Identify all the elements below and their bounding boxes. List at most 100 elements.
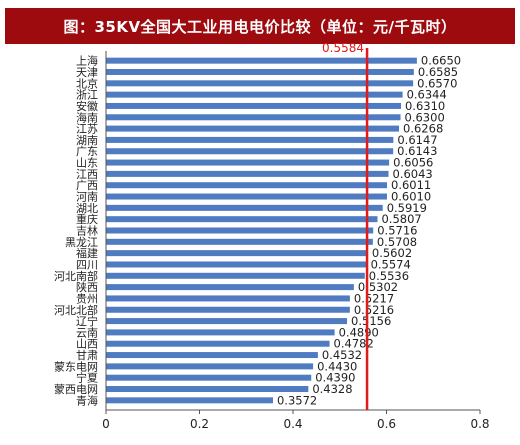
bar — [106, 227, 374, 234]
category-label: 重庆 — [76, 212, 98, 226]
category-label: 福建 — [76, 246, 98, 260]
bar — [106, 352, 318, 359]
value-label: 0.6650 — [421, 54, 461, 68]
value-label: 0.6570 — [417, 76, 457, 90]
bar — [106, 261, 367, 268]
category-label: 蒙西电网 — [54, 383, 98, 396]
bar — [106, 295, 350, 302]
category-label: 广西 — [76, 179, 98, 192]
bar — [106, 238, 373, 245]
bar — [106, 68, 414, 75]
category-label: 甘肃 — [76, 349, 98, 362]
value-label: 0.5919 — [387, 201, 427, 215]
value-label: 0.6268 — [403, 122, 443, 136]
bar — [106, 80, 414, 87]
value-label: 0.6056 — [393, 156, 433, 170]
category-label: 广东 — [76, 145, 98, 158]
category-label: 河北北部 — [54, 303, 98, 317]
value-label: 0.5708 — [377, 235, 417, 249]
value-label: 0.5807 — [381, 212, 421, 226]
category-label: 海南 — [76, 110, 98, 124]
bar — [106, 250, 368, 257]
value-label: 0.6147 — [397, 133, 437, 147]
bar — [106, 284, 354, 291]
value-label: 0.6585 — [418, 65, 458, 79]
bar — [106, 272, 365, 279]
value-label: 0.5156 — [351, 314, 391, 328]
category-label: 上海 — [76, 54, 98, 68]
value-label: 0.6010 — [391, 190, 431, 204]
value-label: 0.6300 — [405, 110, 445, 124]
category-label: 浙江 — [76, 89, 98, 102]
x-tick-label: 0 — [102, 417, 110, 431]
x-tick-label: 0.2 — [190, 417, 209, 431]
bar — [106, 182, 388, 189]
bar — [106, 148, 394, 155]
bar — [106, 102, 401, 109]
chart-title: 图：35KV全国大工业用电电价比较（单位：元/千瓦时） — [5, 8, 515, 44]
value-label: 0.4390 — [315, 371, 355, 385]
category-label: 江西 — [76, 168, 98, 181]
value-label: 0.4532 — [322, 348, 362, 362]
category-label: 天津 — [76, 66, 98, 79]
value-label: 0.4430 — [317, 359, 357, 373]
x-tick-label: 0.4 — [283, 417, 302, 431]
category-label: 山西 — [76, 338, 98, 351]
category-label: 安徽 — [76, 99, 98, 113]
value-label: 0.4328 — [312, 382, 352, 396]
value-label: 0.6310 — [405, 99, 445, 113]
category-label: 蒙东电网 — [54, 360, 98, 373]
bar — [106, 57, 417, 64]
plot-area: 上海 0.6650 天津 0.6585 北京 0.6570 浙江 0.6344 安徽 0.6310… — [54, 41, 490, 431]
bar — [106, 193, 387, 200]
x-tick-label: 0.8 — [470, 417, 489, 431]
value-label: 0.6043 — [393, 167, 433, 181]
bar — [106, 397, 273, 404]
value-label: 0.5217 — [354, 291, 394, 305]
category-label: 北京 — [76, 76, 98, 90]
bar — [106, 363, 314, 370]
bar — [106, 216, 378, 223]
bar — [106, 340, 330, 347]
category-label: 云南 — [76, 326, 98, 339]
bar — [106, 204, 383, 211]
value-label: 0.6143 — [397, 144, 437, 158]
category-label: 宁夏 — [76, 371, 98, 385]
category-label: 黑龙江 — [65, 236, 98, 249]
bar — [106, 136, 394, 143]
value-label: 0.5716 — [377, 224, 417, 238]
x-tick-label: 0.6 — [377, 417, 396, 431]
category-label: 江苏 — [76, 123, 98, 136]
category-label: 河南 — [76, 191, 98, 204]
value-label: 0.5216 — [354, 303, 394, 317]
category-label: 吉林 — [76, 224, 98, 238]
bar — [106, 159, 390, 166]
category-label: 青海 — [76, 393, 98, 407]
category-label: 陕西 — [76, 280, 98, 294]
bar — [106, 318, 348, 325]
reference-line-label: 0.5584 — [322, 41, 364, 55]
value-label: 0.5536 — [369, 269, 409, 283]
value-label: 0.6011 — [391, 178, 431, 192]
value-label: 0.3572 — [277, 393, 317, 407]
value-label: 0.5602 — [372, 246, 412, 260]
value-label: 0.4782 — [334, 337, 374, 351]
category-label: 湖北 — [76, 202, 98, 215]
category-label: 贵州 — [76, 292, 98, 305]
bar — [106, 125, 400, 132]
bar — [106, 91, 403, 98]
category-label: 四川 — [76, 258, 98, 271]
category-label: 辽宁 — [76, 314, 98, 328]
category-label: 湖南 — [76, 134, 98, 147]
value-label: 0.5574 — [371, 257, 411, 271]
value-label: 0.6344 — [407, 88, 447, 102]
value-label: 0.4890 — [339, 325, 379, 339]
category-label: 河北南部 — [54, 269, 98, 283]
bar — [106, 114, 401, 121]
bar — [106, 170, 389, 177]
bar — [106, 386, 309, 393]
category-label: 山东 — [76, 157, 98, 170]
bar — [106, 306, 350, 313]
bar — [106, 329, 335, 336]
